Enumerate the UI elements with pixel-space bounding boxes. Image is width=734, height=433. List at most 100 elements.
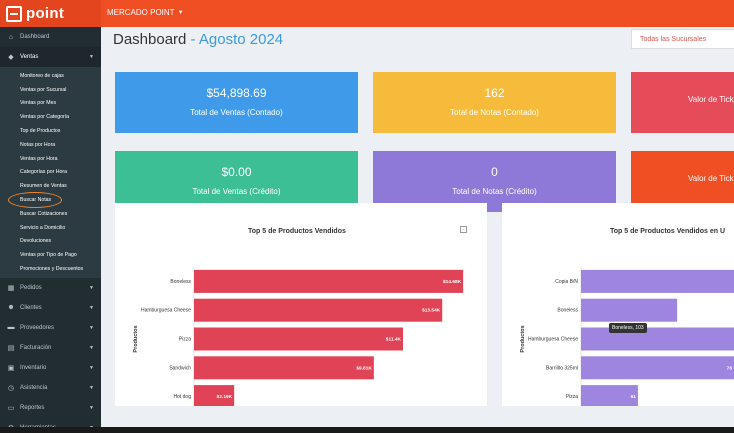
- submenu-item[interactable]: Servicio a Domicilio: [20, 224, 66, 231]
- sidebar-item-ventas[interactable]: ◆ Ventas ▼: [0, 47, 101, 67]
- submenu-item[interactable]: Ventas por Mes: [20, 100, 57, 107]
- submenu-item[interactable]: Notas por Hora: [20, 141, 56, 148]
- submenu-item[interactable]: Ventas por Hora: [20, 155, 58, 162]
- sidebar-item-label: Proveedores: [20, 324, 55, 331]
- chart-bar: [581, 298, 678, 322]
- card-label: Total de Notas (Crédito): [452, 187, 537, 196]
- submenu-item[interactable]: Ventas por Categoría: [20, 114, 70, 121]
- card-total-ventas-credito: $0.00 Total de Ventas (Crédito): [115, 151, 358, 212]
- sidebar-item-reportes[interactable]: ▭ Reportes ▼: [0, 398, 101, 418]
- sidebar: ⌂ Dashboard ◆ Ventas ▼ Monitoreo de caja…: [0, 27, 101, 433]
- chart-bar: [581, 327, 734, 351]
- taskbar: [0, 427, 734, 433]
- submenu-item[interactable]: Resumen de Ventas: [20, 183, 67, 190]
- card-total-ventas-contado: $54,898.69 Total de Ventas (Contado): [115, 72, 358, 133]
- submenu-item[interactable]: Categorías por Hora: [20, 169, 67, 176]
- clock-icon: ◷: [7, 384, 15, 392]
- sidebar-item-inventario[interactable]: ▣ Inventario ▼: [0, 358, 101, 378]
- home-icon: ⌂: [8, 33, 14, 41]
- chevron-down-icon: ▼: [89, 284, 94, 291]
- chart-bar: [581, 385, 638, 409]
- sidebar-item-clientes[interactable]: ☻ Clientes ▼: [0, 298, 101, 318]
- card-valor-ticket: Valor de Tick: [631, 72, 734, 133]
- submenu-item[interactable]: Ventas por Sucursal: [20, 86, 67, 93]
- main-content: Dashboard - Agosto 2024 Todas las Sucurs…: [101, 27, 734, 433]
- chart-bar: [194, 356, 374, 380]
- chart-top-productos-ingresos: Boneless $14.68K Hamburguesa Cheese $13.54K…: [133, 267, 475, 432]
- truck-icon: ▬: [7, 324, 15, 332]
- y-tick-label: Hot dog: [173, 394, 191, 400]
- page-title: Dashboard - Agosto 2024: [113, 31, 283, 48]
- data-label: $13.54K: [422, 308, 441, 314]
- submenu-item[interactable]: Top de Productos: [20, 128, 61, 135]
- sidebar-item-dashboard[interactable]: ⌂ Dashboard: [0, 27, 101, 47]
- sidebar-item-label: Clientes: [20, 304, 42, 311]
- y-tick-label: Hamburguesa Cheese: [141, 308, 191, 314]
- page-title-dash: -: [186, 31, 199, 48]
- card-value: 162: [484, 86, 505, 100]
- logo-box-icon: [6, 5, 22, 22]
- card-label: Valor de Tick: [688, 174, 734, 183]
- chevron-down-icon: ▼: [89, 54, 94, 60]
- card-label: Total de Ventas (Crédito): [192, 187, 281, 196]
- chart-bar: [194, 298, 443, 322]
- data-label: 78: [727, 365, 733, 371]
- submenu-item[interactable]: Monitoreo de cajas: [20, 72, 64, 79]
- card-total-notas-credito: 0 Total de Notas (Crédito): [373, 151, 616, 212]
- y-tick-label: Boneless: [557, 308, 578, 314]
- chart-title: Top 5 de Productos Vendidos en U: [610, 228, 725, 235]
- tag-icon: ◆: [8, 54, 14, 61]
- chevron-down-icon: ▼: [89, 404, 94, 411]
- submenu-item-buscar-notas[interactable]: Buscar Notas: [0, 192, 101, 208]
- box-icon: ▣: [7, 364, 15, 372]
- y-axis-label: Productos: [133, 325, 139, 352]
- branch-select[interactable]: Todas las Sucursales: [631, 29, 734, 49]
- sidebar-item-label: Ventas: [20, 54, 39, 60]
- top-navbar: point MERCADO POINT ▼: [0, 0, 734, 27]
- sidebar-item-proveedores[interactable]: ▬ Proveedores ▼: [0, 318, 101, 338]
- chart-menu-icon[interactable]: −: [460, 226, 467, 233]
- sidebar-item-pedidos[interactable]: ▦ Pedidos ▼: [0, 278, 101, 298]
- chart-panel-top-productos-unidades: Top 5 de Productos Vendidos en U Copia B…: [502, 203, 734, 432]
- submenu-item[interactable]: Promociones y Descuentos: [20, 266, 84, 273]
- logo-text: point: [26, 5, 65, 22]
- sidebar-item-label: Dashboard: [20, 34, 50, 40]
- card-valor-ticket-credito: Valor de Tick: [631, 151, 734, 212]
- page-period: Agosto 2024: [198, 31, 284, 48]
- chevron-down-icon: ▼: [89, 364, 94, 371]
- data-label: $2.19K: [217, 394, 233, 400]
- y-tick-label: Barrilito 325ml: [546, 365, 578, 371]
- invoice-icon: ▤: [7, 344, 15, 352]
- chart-panel-top-productos: Top 5 de Productos Vendidos − Boneless $1…: [115, 203, 487, 432]
- chevron-down-icon: ▼: [89, 304, 94, 311]
- sidebar-item-label: Asistencia: [20, 384, 48, 391]
- submenu-item[interactable]: Devoluciones: [20, 238, 52, 245]
- card-label: Total de Ventas (Contado): [190, 108, 283, 117]
- y-tick-label: Copia B/N: [555, 279, 578, 285]
- chart-tooltip: Boneless, 103: [609, 323, 647, 333]
- sidebar-item-label: Reportes: [20, 404, 45, 411]
- folder-icon: ▭: [7, 404, 15, 412]
- page-title-text: Dashboard: [113, 31, 187, 48]
- card-value: 0: [491, 165, 498, 179]
- store-dropdown[interactable]: MERCADO POINT ▼: [107, 8, 184, 17]
- data-label: $9.81K: [356, 365, 372, 371]
- y-axis-label: Productos: [520, 325, 526, 352]
- chart-bar: [194, 269, 464, 293]
- chevron-down-icon: ▼: [89, 324, 94, 331]
- store-name: MERCADO POINT: [107, 8, 175, 17]
- ventas-submenu: Monitoreo de cajas Ventas por Sucursal V…: [0, 67, 101, 278]
- chevron-down-icon: ▼: [89, 344, 94, 351]
- app-logo[interactable]: point: [0, 0, 101, 27]
- card-value: $0.00: [221, 165, 252, 179]
- sidebar-item-asistencia[interactable]: ◷ Asistencia ▼: [0, 378, 101, 398]
- data-label: 61: [631, 394, 637, 400]
- submenu-item[interactable]: Ventas por Tipo de Pago: [20, 252, 77, 259]
- sidebar-item-label: Pedidos: [20, 284, 42, 291]
- y-tick-label: Sandwich: [169, 365, 191, 371]
- calendar-icon: ▦: [7, 284, 15, 292]
- submenu-item[interactable]: Buscar Cotizaciones: [20, 210, 68, 217]
- card-total-notas-contado: 162 Total de Notas (Contado): [373, 72, 616, 133]
- sidebar-item-facturacion[interactable]: ▤ Facturación ▼: [0, 338, 101, 358]
- card-label: Valor de Tick: [688, 95, 734, 104]
